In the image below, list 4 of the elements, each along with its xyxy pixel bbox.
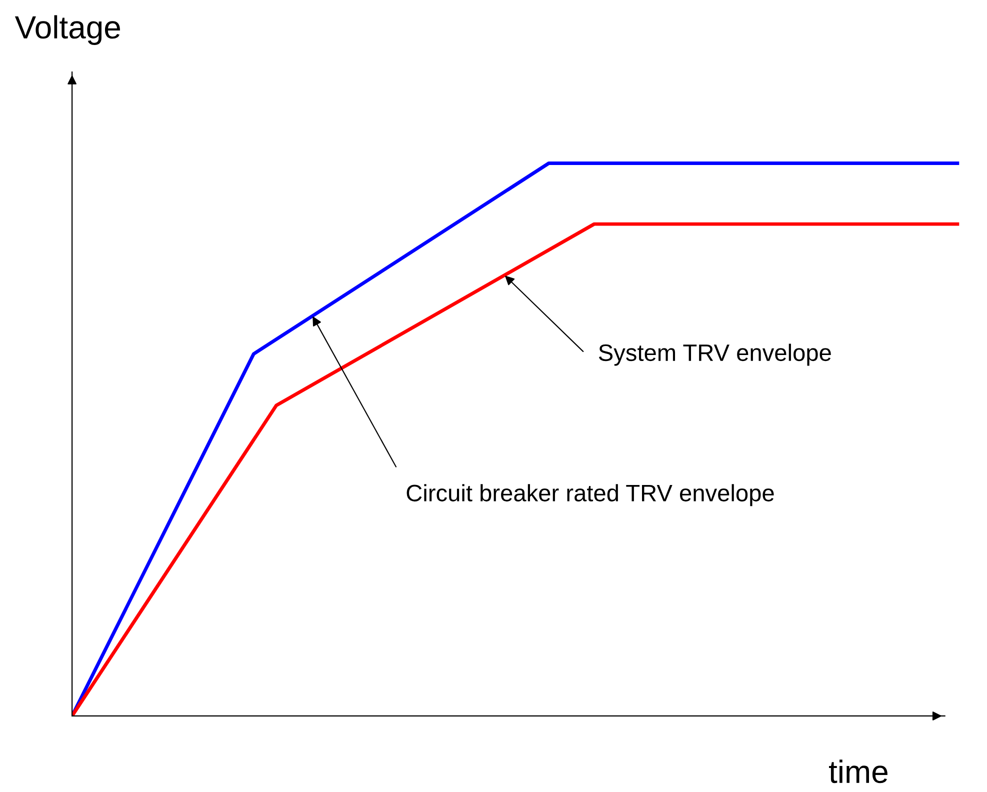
y-axis-title: Voltage (14, 15, 120, 45)
annotation: Circuit breaker rated TRV envelope (406, 484, 774, 506)
annotation: System TRV envelope (598, 344, 831, 366)
x-axis-title: time (829, 760, 888, 784)
